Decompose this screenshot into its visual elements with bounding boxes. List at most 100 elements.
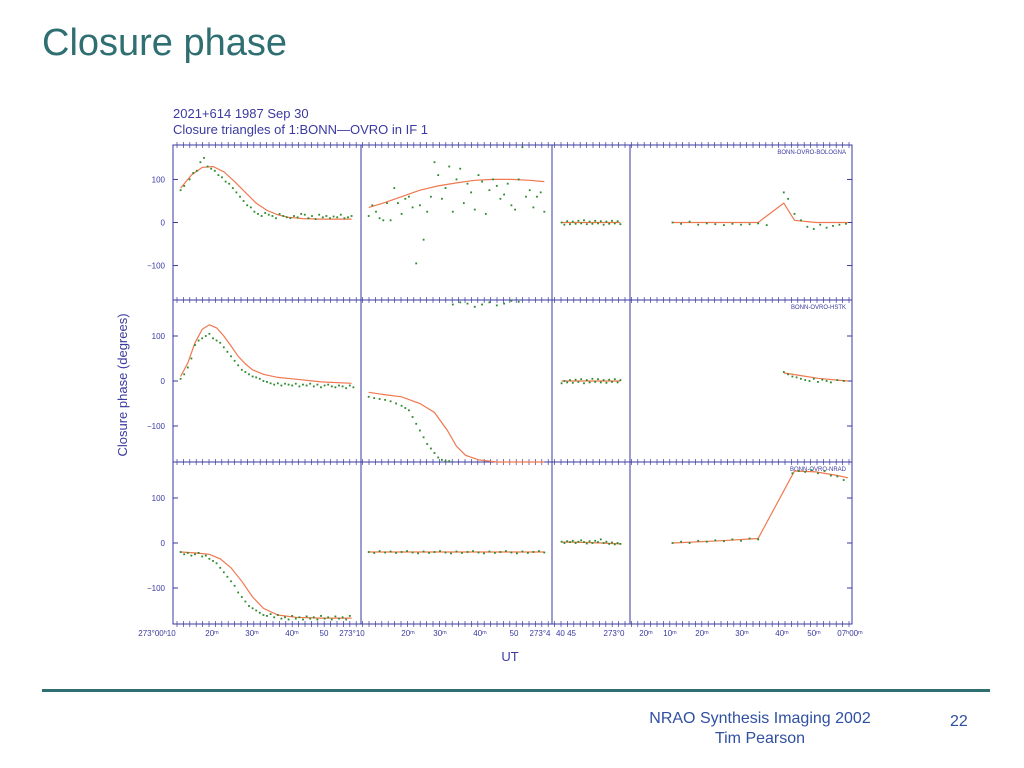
- data-point: [419, 429, 421, 432]
- data-point: [503, 302, 505, 305]
- data-point: [284, 382, 286, 385]
- model-curve: [368, 391, 545, 463]
- data-point: [327, 383, 330, 386]
- data-point: [560, 382, 563, 385]
- data-point: [395, 402, 397, 405]
- data-point: [215, 562, 218, 565]
- data-point: [563, 542, 566, 544]
- data-point: [375, 210, 377, 213]
- data-point: [705, 222, 708, 225]
- data-point: [444, 187, 447, 189]
- data-point: [477, 174, 480, 176]
- data-point: [597, 378, 599, 381]
- data-point: [393, 187, 396, 189]
- data-point: [583, 219, 585, 222]
- data-point: [302, 383, 304, 386]
- data-point: [338, 617, 340, 620]
- data-point: [302, 618, 304, 621]
- x-tick-label: 40ᵐ: [285, 629, 299, 638]
- data-point: [488, 301, 491, 304]
- data-point: [367, 215, 370, 217]
- data-point: [697, 223, 700, 226]
- y-tick-label: −100: [147, 584, 166, 593]
- data-point: [532, 551, 535, 553]
- data-point: [836, 379, 839, 381]
- data-point: [201, 555, 204, 558]
- data-point: [305, 384, 308, 387]
- data-point: [605, 220, 608, 223]
- data-point: [842, 479, 845, 481]
- data-point: [303, 213, 306, 216]
- data-point: [583, 541, 585, 543]
- data-point: [825, 226, 828, 229]
- data-point: [336, 216, 339, 219]
- data-point: [251, 607, 254, 610]
- data-point: [571, 539, 574, 542]
- data-point: [583, 382, 585, 385]
- data-point: [680, 222, 682, 225]
- data-point: [521, 550, 524, 553]
- data-point: [389, 550, 392, 553]
- x-tick-label: 273°4: [530, 629, 552, 638]
- data-point: [506, 182, 509, 185]
- data-point: [257, 213, 259, 215]
- data-point: [226, 575, 229, 578]
- data-point: [296, 216, 299, 219]
- data-point: [588, 220, 591, 223]
- data-point: [823, 470, 826, 472]
- data-point: [378, 217, 381, 220]
- data-point: [574, 222, 577, 225]
- data-point: [748, 223, 751, 226]
- data-point: [740, 223, 742, 226]
- model-curve: [180, 324, 352, 384]
- data-point: [791, 375, 794, 378]
- data-point: [197, 552, 200, 554]
- x-tick-label: 40ᵐ: [473, 629, 487, 638]
- data-point: [608, 378, 611, 381]
- data-point: [842, 380, 845, 382]
- x-axis-label: UT: [501, 649, 518, 664]
- data-point: [199, 161, 202, 164]
- plot-frame: [172, 144, 853, 625]
- data-point: [400, 551, 403, 553]
- data-point: [332, 215, 335, 218]
- data-point: [206, 165, 209, 168]
- data-point: [608, 222, 611, 225]
- model-curve: [672, 470, 849, 544]
- model-curve: [180, 551, 352, 619]
- data-point: [237, 591, 240, 594]
- data-point: [787, 197, 789, 200]
- data-point: [580, 539, 583, 542]
- data-point: [574, 378, 577, 381]
- data-point: [450, 552, 452, 555]
- data-point: [269, 613, 272, 615]
- x-tick-label: 20ᵐ: [695, 629, 709, 638]
- data-point: [819, 223, 822, 226]
- y-tick-label: 0: [161, 539, 166, 548]
- data-point: [382, 219, 385, 222]
- data-point: [300, 213, 303, 215]
- data-point: [808, 380, 811, 382]
- data-point: [201, 337, 204, 340]
- data-point: [249, 206, 252, 209]
- data-point: [395, 552, 397, 554]
- data-point: [510, 204, 513, 207]
- data-point: [731, 538, 734, 541]
- data-point: [194, 553, 196, 556]
- data-point: [494, 552, 496, 554]
- data-point: [417, 552, 419, 555]
- x-tick-label: 50: [320, 629, 329, 638]
- data-point: [408, 409, 410, 412]
- data-point: [224, 180, 227, 183]
- data-point: [251, 375, 254, 378]
- data-point: [406, 550, 408, 552]
- data-point: [611, 381, 613, 383]
- x-tick-label: 30ᵐ: [433, 629, 447, 638]
- data-point: [616, 220, 619, 223]
- data-point: [495, 185, 498, 187]
- data-point: [314, 218, 317, 220]
- data-point: [566, 540, 569, 543]
- data-point: [797, 470, 800, 472]
- data-point: [451, 303, 454, 306]
- data-point: [264, 212, 267, 214]
